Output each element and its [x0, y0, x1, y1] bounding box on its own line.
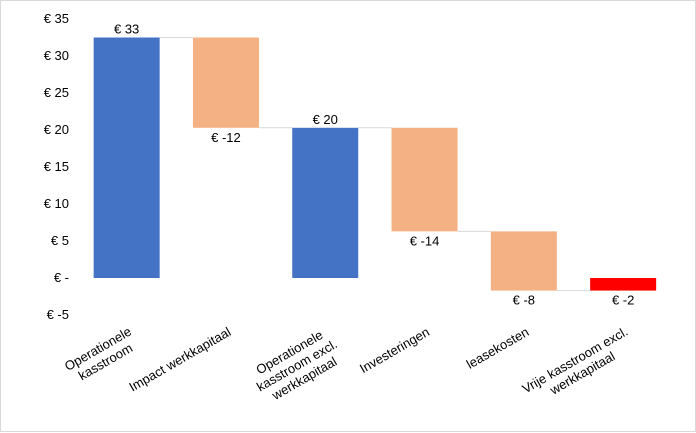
- y-tick-label: € -5: [47, 307, 69, 322]
- category-label-text: Impact werkkapitaal: [126, 324, 233, 394]
- category-label: Operationelekasstroom excl.werkkapitaal: [247, 323, 348, 407]
- category-label: Impact werkkapitaal: [126, 324, 233, 394]
- category-label: Operationelekasstroom: [62, 324, 141, 387]
- category-label-text: Operationelekasstroom: [62, 324, 141, 387]
- y-axis: € 35 € 30 € 25 € 20 € 15 € 10 € 5 € - € -5: [44, 11, 69, 322]
- category-label-line: Impact werkkapitaal: [126, 324, 233, 394]
- category-label-line: Investeringen: [357, 324, 432, 376]
- data-labels: € 33 € -12 € 20 € -14 € -8 € -2: [114, 22, 634, 308]
- bar-total: [590, 278, 657, 291]
- category-label-text: Operationelekasstroom excl.werkkapitaal: [247, 323, 348, 407]
- category-label: Investeringen: [357, 324, 432, 376]
- y-tick-label: € 15: [44, 159, 69, 174]
- y-tick-label: € 35: [44, 11, 69, 26]
- category-label-text: Investeringen: [357, 324, 432, 376]
- category-label: leasekosten: [464, 324, 532, 372]
- category-label-text: leasekosten: [464, 324, 532, 372]
- bar-decrease: [391, 127, 458, 232]
- data-label: € -8: [513, 293, 535, 308]
- bar-total: [292, 127, 359, 278]
- category-label: Vrije kasstroom excl.werkkapitaal: [519, 324, 637, 410]
- data-label: € -12: [211, 130, 241, 145]
- data-label: € 20: [313, 112, 338, 127]
- bar-total: [93, 37, 160, 278]
- y-tick-label: € 20: [44, 122, 69, 137]
- data-label: € -2: [612, 293, 634, 308]
- bars: [93, 37, 657, 291]
- data-label: € 33: [114, 22, 139, 37]
- connector-lines: [159, 37, 591, 292]
- category-label-line: leasekosten: [464, 324, 532, 372]
- y-tick-label: € 25: [44, 85, 69, 100]
- category-label-text: Vrije kasstroom excl.werkkapitaal: [519, 324, 637, 410]
- bar-decrease: [192, 37, 259, 128]
- y-tick-label: € 5: [51, 233, 69, 248]
- y-tick-label: € 10: [44, 196, 69, 211]
- data-label: € -14: [410, 233, 440, 248]
- y-tick-label: € -: [54, 270, 69, 285]
- y-tick-label: € 30: [44, 48, 69, 63]
- bar-decrease: [490, 231, 557, 291]
